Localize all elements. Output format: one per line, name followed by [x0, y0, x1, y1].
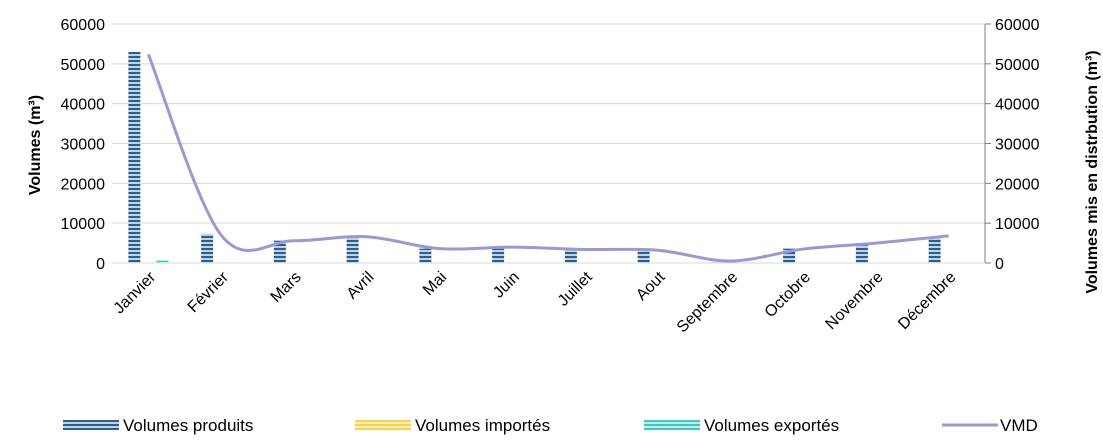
legend-label-volumes-import-s: Volumes importés — [415, 416, 550, 435]
legend: Volumes produits Volumes importés Volumes … — [63, 416, 1038, 435]
bar-volumes-produits — [564, 250, 577, 263]
left-tick-label: 50000 — [61, 57, 106, 74]
left-tick-label: 30000 — [61, 137, 106, 154]
bar-volumes-produits — [928, 237, 941, 263]
category-label: Septembre — [674, 269, 741, 336]
left-tick-label: 40000 — [61, 97, 106, 114]
legend-label-vmd: VMD — [1000, 416, 1038, 435]
bar-volumes-produits — [855, 243, 868, 263]
category-label: Novembre — [822, 269, 886, 333]
category-label: Avril — [344, 269, 378, 303]
bar-volumes-produits — [637, 250, 650, 263]
category-label: Mai — [420, 269, 450, 299]
category-label: Aout — [633, 268, 669, 304]
bars — [112, 51, 985, 264]
bar-volumes-produits — [419, 248, 432, 263]
left-tick-label: 20000 — [61, 176, 106, 193]
right-tick-label: 30000 — [995, 137, 1040, 154]
series-line-vmd — [146, 53, 949, 263]
right-tick-label: 40000 — [995, 97, 1040, 114]
right-tick-label: 50000 — [995, 57, 1040, 74]
category-labels: Janvier Février Mars Avril Mai Juin Juillet Aou… — [111, 268, 960, 336]
legend-label-volumes-export-s: Volumes exportés — [704, 416, 839, 435]
legend-swatch-volumes-import-s — [355, 420, 411, 430]
legend-swatch-volumes-produits — [63, 420, 119, 430]
category-label: Octobre — [762, 269, 814, 321]
bar-volumes-produits — [273, 240, 286, 263]
left-tick-label: 60000 — [61, 17, 106, 34]
category-label: Juin — [490, 269, 523, 302]
bar-volumes-produits — [128, 51, 141, 264]
right-tick-label: 60000 — [995, 17, 1040, 34]
legend-swatch-volumes-export-s — [644, 420, 700, 430]
bar-volumes-produits — [201, 233, 214, 263]
left-tick-label: 10000 — [61, 216, 106, 233]
category-label: Février — [185, 268, 233, 316]
category-label: Janvier — [111, 268, 160, 317]
bar-volumes-produits — [346, 237, 359, 263]
right-axis-title: Volumes mis en distrbution (m³) — [1084, 50, 1101, 293]
right-axis: 0 10000 20000 30000 40000 50000 60000 — [984, 17, 1040, 273]
bar-volumes-produits — [492, 248, 505, 263]
left-tick-label: 0 — [96, 256, 105, 273]
category-label: Juillet — [555, 268, 596, 309]
right-tick-label: 20000 — [995, 176, 1040, 193]
bar-volumes-export-s — [156, 260, 169, 263]
gridlines — [112, 23, 985, 264]
right-tick-label: 0 — [995, 256, 1004, 273]
category-label: Mars — [268, 269, 305, 306]
left-axis-title: Volumes (m³) — [27, 95, 44, 195]
legend-label-volumes-produits: Volumes produits — [123, 416, 253, 435]
category-label: Décembre — [895, 269, 959, 333]
right-tick-label: 10000 — [995, 216, 1040, 233]
left-axis: 0 10000 20000 30000 40000 50000 60000 — [61, 17, 106, 273]
